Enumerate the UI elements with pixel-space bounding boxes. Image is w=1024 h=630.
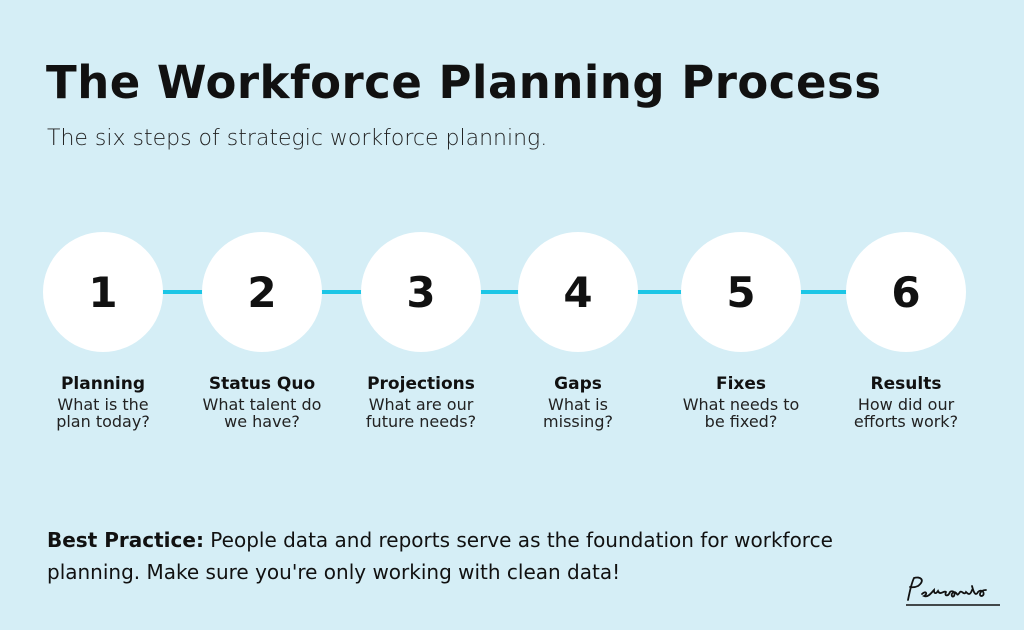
step-question: What talent do we have? bbox=[202, 395, 322, 431]
step-number-circle: 1 bbox=[43, 232, 163, 352]
step-connector bbox=[479, 290, 520, 294]
step-name: Projections bbox=[367, 374, 475, 394]
step-number-circle: 4 bbox=[518, 232, 638, 352]
step-name: Results bbox=[870, 374, 942, 394]
step-question: What is the plan today? bbox=[56, 395, 150, 431]
page-title: The Workforce Planning Process bbox=[46, 56, 882, 109]
best-practice-note: Best Practice: People data and reports s… bbox=[47, 524, 847, 588]
step-connector bbox=[799, 290, 848, 294]
step-number-circle: 5 bbox=[681, 232, 801, 352]
step-connector bbox=[320, 290, 363, 294]
step-name: Gaps bbox=[554, 374, 602, 394]
step-question: What needs to be fixed? bbox=[682, 395, 800, 431]
step-label: Projections What are our future needs? bbox=[341, 374, 501, 430]
step-connector bbox=[161, 290, 204, 294]
step-label: Fixes What needs to be fixed? bbox=[661, 374, 821, 430]
step-name: Planning bbox=[60, 374, 146, 394]
step-label: Status Quo What talent do we have? bbox=[182, 374, 342, 430]
step-number-circle: 2 bbox=[202, 232, 322, 352]
step-number-circle: 6 bbox=[846, 232, 966, 352]
best-practice-text: People data and reports serve as the fou… bbox=[47, 528, 833, 584]
step-number-circle: 3 bbox=[361, 232, 481, 352]
step-question: What are our future needs? bbox=[365, 395, 477, 431]
step-label: Gaps What is missing? bbox=[498, 374, 658, 430]
step-connector bbox=[636, 290, 683, 294]
step-name: Fixes bbox=[715, 374, 767, 394]
step-name: Status Quo bbox=[208, 374, 316, 394]
best-practice-label: Best Practice: bbox=[47, 528, 204, 552]
step-question: How did our efforts work? bbox=[853, 395, 959, 431]
step-label: Planning What is the plan today? bbox=[23, 374, 183, 430]
personio-logo bbox=[906, 576, 1000, 606]
step-question: What is missing? bbox=[543, 395, 613, 431]
subtitle: The six steps of strategic workforce pla… bbox=[47, 126, 548, 151]
step-label: Results How did our efforts work? bbox=[826, 374, 986, 430]
